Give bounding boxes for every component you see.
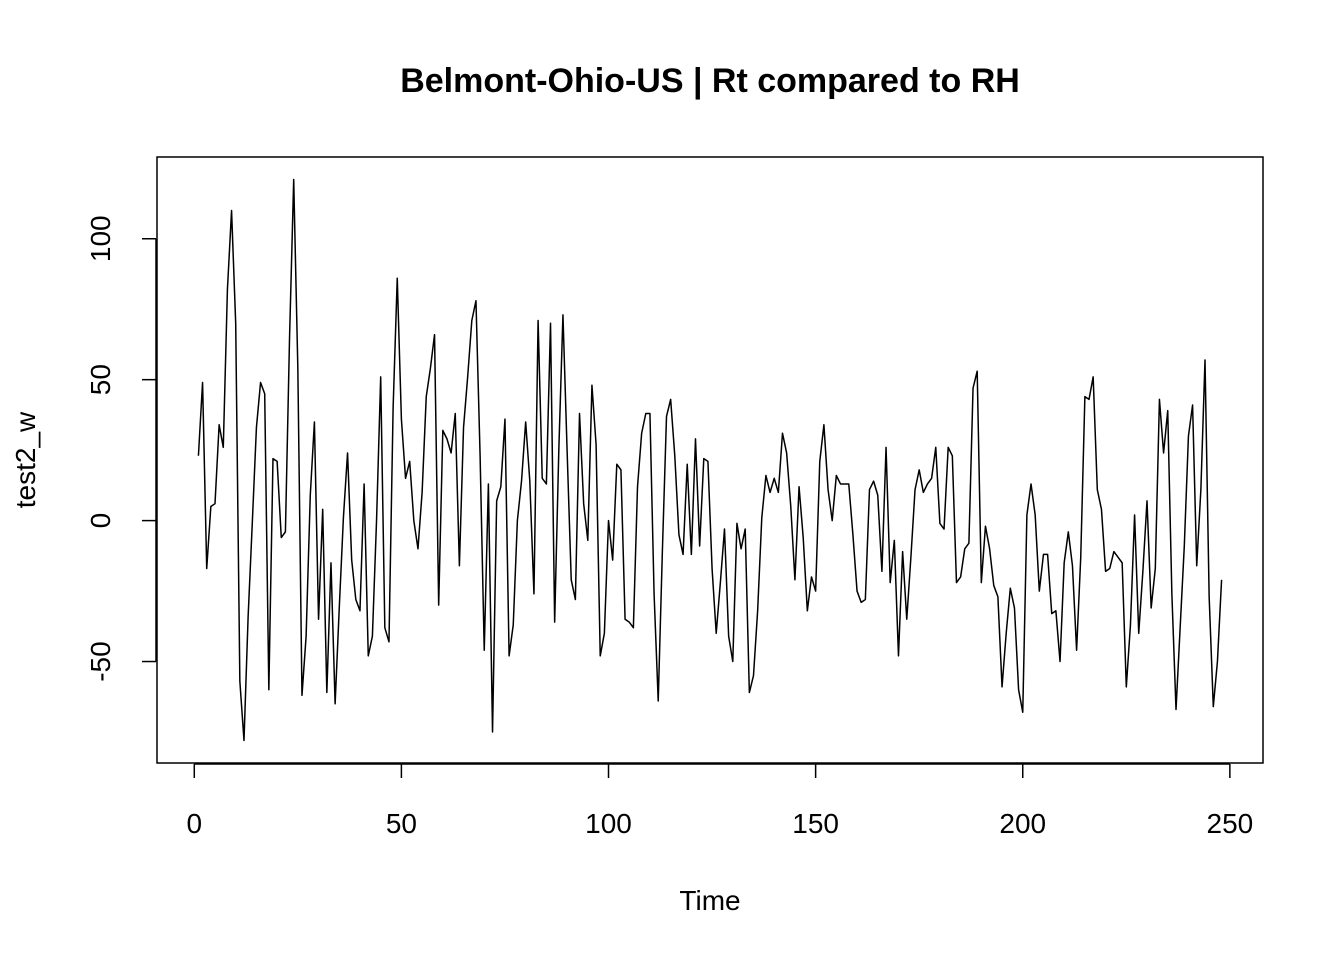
x-axis: 0 50 100 150 200 250	[186, 763, 1254, 839]
y-tick-label: 0	[85, 513, 116, 529]
x-tick-label: 50	[386, 808, 417, 839]
series-line	[197, 178, 1223, 742]
y-axis-label: test2_w	[10, 411, 41, 508]
y-tick-label: 50	[85, 364, 116, 395]
x-tick-label: 0	[186, 808, 202, 839]
y-axis: -50 0 50 100	[85, 215, 157, 682]
x-tick-label: 200	[999, 808, 1046, 839]
y-tick-label: 100	[85, 215, 116, 262]
plot-frame	[156, 156, 1264, 764]
x-tick-label: 150	[792, 808, 839, 839]
x-tick-label: 100	[585, 808, 632, 839]
x-axis-label: Time	[679, 885, 740, 916]
y-tick-label: -50	[85, 641, 116, 681]
x-tick-label: 250	[1207, 808, 1254, 839]
chart-title: Belmont-Ohio-US | Rt compared to RH	[400, 62, 1020, 100]
